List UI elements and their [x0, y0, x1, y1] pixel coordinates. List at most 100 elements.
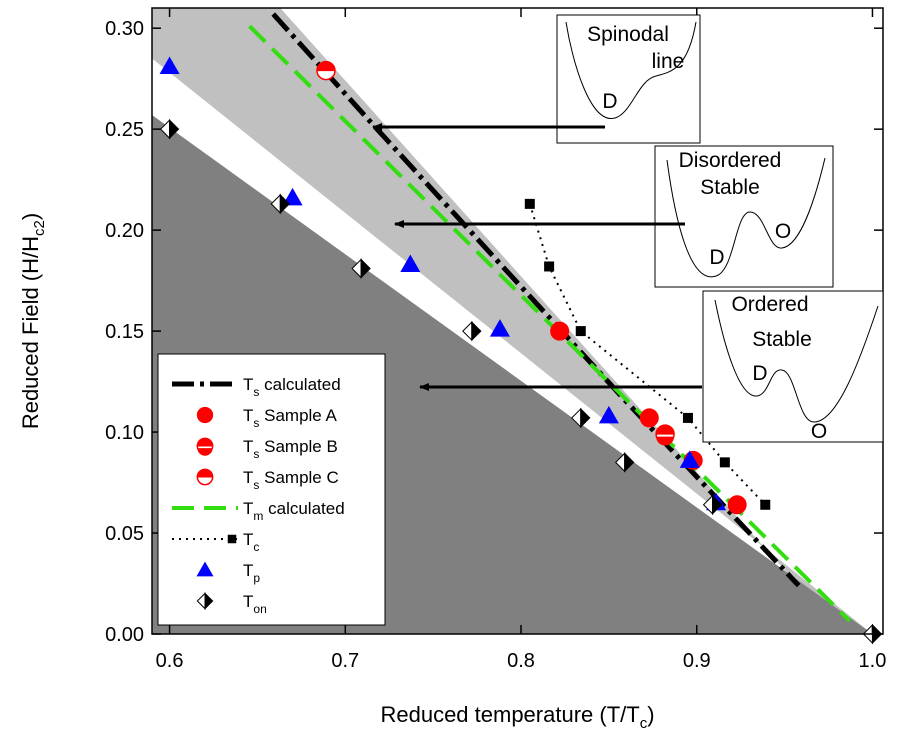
- point-half: [471, 320, 482, 342]
- legend-label-tail: calculated: [259, 375, 340, 394]
- y-tick-label: 0.20: [105, 220, 144, 242]
- point: [316, 60, 336, 81]
- legend-entry: Ts Sample C: [196, 468, 339, 492]
- inset-box: [556, 14, 701, 144]
- y-axis-label-text: Reduced Field (H/H: [18, 236, 43, 429]
- inset-title: line: [652, 50, 685, 73]
- legend-label-name: T: [243, 468, 253, 487]
- point: [679, 450, 700, 468]
- legend-entry: Ton: [196, 592, 267, 616]
- y-axis-label-tail: ): [18, 213, 43, 220]
- legend-entry: Ts Sample A: [196, 406, 338, 430]
- point: [719, 457, 730, 468]
- inset-label: D: [709, 246, 724, 269]
- y-tick-label: 0.00: [105, 624, 144, 646]
- point: [727, 495, 747, 515]
- point-half: [360, 258, 371, 279]
- inset-disordered: Disordered Stable D O: [654, 145, 834, 288]
- legend-box: [157, 353, 386, 626]
- region: [152, 8, 873, 634]
- legend-label-sub: s: [253, 447, 259, 461]
- y-axis-label-sub: c2: [31, 220, 48, 236]
- x-axis-label-tail: ): [647, 702, 654, 727]
- legend-label-sub: m: [253, 509, 263, 523]
- x-tick-label: 0.9: [683, 650, 711, 672]
- legend-label-tail: calculated: [263, 499, 344, 518]
- point: [159, 118, 180, 140]
- legend-label-sub: p: [253, 571, 260, 585]
- legend-label-tail: Sample A: [259, 406, 337, 425]
- x-axis-label-text: Reduced temperature (T/T: [380, 702, 639, 727]
- point: [702, 494, 723, 515]
- point: [544, 261, 555, 272]
- point-half: [197, 469, 213, 477]
- inset-title: Disordered: [679, 149, 782, 172]
- legend-label-name: T: [243, 406, 253, 425]
- legend-label: Tc: [243, 530, 259, 554]
- point: [159, 56, 180, 75]
- inset-label: D: [752, 362, 767, 385]
- point-half: [169, 118, 180, 140]
- legend-label-name: T: [243, 437, 253, 456]
- inset-title: Spinodal: [587, 23, 669, 46]
- point: [524, 198, 535, 209]
- y-tick-label: 0.25: [105, 119, 144, 141]
- legend-label: Ts Sample B: [243, 437, 338, 461]
- legend-label-tail: Sample C: [259, 468, 338, 487]
- point-half: [656, 436, 675, 446]
- points: [159, 56, 883, 645]
- series-line: [248, 24, 852, 623]
- legend-label-name: T: [243, 375, 253, 394]
- inset-title: Stable: [752, 328, 812, 351]
- legend-label: Ts calculated: [243, 375, 341, 399]
- inset-title: Stable: [700, 176, 760, 199]
- point: [227, 534, 237, 544]
- inset-curve: [565, 21, 697, 119]
- point: [196, 437, 214, 456]
- point-half: [316, 61, 335, 71]
- point: [655, 424, 675, 446]
- legend-entry: Tp: [196, 561, 260, 585]
- legend-entry: Ts calculated: [172, 375, 341, 399]
- point-half: [580, 407, 591, 429]
- legend-label-sub: s: [253, 478, 259, 492]
- point: [400, 254, 421, 272]
- x-tick-label: 1.0: [859, 650, 887, 672]
- point: [550, 321, 570, 341]
- legend-label-name: T: [243, 592, 253, 611]
- inset-title: Ordered: [731, 293, 808, 316]
- legend-label: Tm calculated: [243, 499, 345, 523]
- inset-curve: [666, 157, 826, 278]
- point: [575, 326, 586, 337]
- y-axis-label: Reduced Field (H/Hc2): [18, 213, 48, 429]
- inset-label: O: [775, 220, 791, 243]
- point: [614, 452, 635, 473]
- point-half: [197, 448, 213, 456]
- point: [489, 319, 510, 337]
- point-half: [204, 592, 214, 610]
- x-axis-label: Reduced temperature (T/Tc): [380, 702, 654, 732]
- point-half: [656, 425, 675, 435]
- axes: 0.6 0.7 0.8 0.9 1.0 0.00 0.05 0.10 0.15 0.20 0.25 0…: [18, 8, 886, 732]
- x-axis-label-sub: c: [640, 715, 648, 732]
- y-tick-label: 0.30: [105, 18, 144, 40]
- legend-label: Ton: [243, 592, 267, 616]
- point: [639, 408, 659, 428]
- y-tick-label: 0.15: [105, 321, 144, 343]
- legend-entry: Tc: [172, 530, 259, 554]
- legend-label-sub: c: [253, 540, 259, 554]
- inset-ordered: Ordered Stable D O: [702, 290, 884, 443]
- point-half: [462, 320, 473, 342]
- point-half: [712, 494, 723, 515]
- x-tick-label: 0.7: [331, 650, 359, 672]
- point: [196, 561, 214, 577]
- inset-spinodal: Spinodal line D: [556, 14, 701, 144]
- point: [351, 258, 371, 279]
- legend-label-sub: s: [253, 416, 259, 430]
- legend-label: Ts Sample A: [243, 406, 338, 430]
- inset-curve: [714, 299, 879, 423]
- legend-label: Tp: [243, 561, 260, 585]
